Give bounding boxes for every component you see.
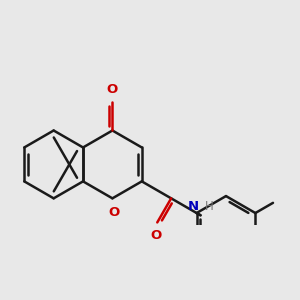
Text: N: N	[188, 200, 199, 213]
Text: O: O	[109, 206, 120, 219]
Text: O: O	[150, 229, 161, 242]
Text: H: H	[205, 200, 214, 213]
Text: O: O	[107, 82, 118, 96]
